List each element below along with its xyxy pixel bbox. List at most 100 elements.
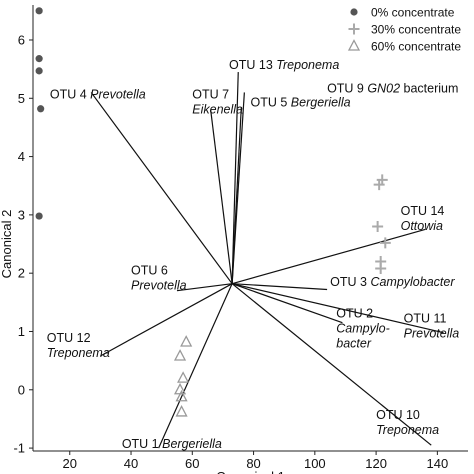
otu-vector-line: [231, 283, 343, 324]
otu-vector-line: [158, 283, 233, 449]
otu-id: OTU 3: [330, 275, 370, 289]
otu-label-line: OTU 4 Prevotella: [50, 87, 146, 101]
otu-genus: bacter: [336, 336, 372, 350]
otu-genus: Campylo-: [336, 321, 390, 335]
x-axis-title: Canonical 1: [216, 469, 285, 474]
otu-vector-line: [231, 72, 239, 284]
otu-label-line: OTU 5 Bergeriella: [251, 95, 351, 109]
y-axis-title: Canonical 2: [0, 210, 14, 279]
otu-id: OTU 11: [404, 312, 447, 326]
otu-label-line: Campylo-: [336, 321, 390, 335]
data-point-triangle: [177, 371, 190, 383]
otu-id: OTU 9: [327, 81, 367, 95]
otu-id: OTU 1: [122, 437, 162, 451]
vector-labels: OTU 4 Prevotella OTU 7 Eikenella OTU 13 Tre…: [47, 58, 460, 451]
otu-genus: Treponema: [376, 423, 439, 437]
otu-vectors: [90, 72, 444, 449]
data-point-plus: [379, 237, 391, 249]
otu-vector-line: [231, 228, 426, 285]
data-point-triangle: [173, 349, 187, 361]
y-tick-label: 5: [18, 91, 25, 106]
otu-label-line: OTU 3 Campylobacter: [330, 275, 455, 289]
data-point-triangle: [180, 335, 193, 347]
otu-label: OTU 6 Prevotella: [131, 263, 187, 292]
otu-id: OTU 14: [401, 204, 445, 218]
y-tick-label: 0: [18, 382, 25, 397]
otu-vector-line: [90, 92, 233, 285]
otu-genus: Campylobacter: [370, 275, 455, 289]
otu-genus: Prevotella: [90, 87, 146, 101]
otu-id: OTU 6: [131, 263, 168, 277]
otu-label-line: OTU 1 Bergeriella: [122, 437, 222, 451]
otu-id: OTU 7: [192, 87, 229, 101]
data-point-circle: [35, 67, 43, 75]
otu-id: OTU 2: [336, 306, 373, 320]
otu-label: OTU 1 Bergeriella: [122, 437, 222, 451]
otu-label: OTU 4 Prevotella: [50, 87, 146, 101]
x-tick-label: 80: [246, 456, 260, 471]
otu-label-line: OTU 9 GN02 bacterium: [327, 81, 458, 95]
data-point-circle: [37, 105, 45, 113]
otu-label-line: bacter: [336, 336, 372, 350]
x-tick-label: 100: [304, 456, 326, 471]
otu-label-line: OTU 11: [404, 312, 447, 326]
otu-id: OTU 4: [50, 87, 90, 101]
otu-label: OTU 12 Treponema: [47, 331, 110, 360]
otu-vector-line: [100, 283, 233, 357]
otu-label-line: Treponema: [376, 423, 439, 437]
otu-genus: Treponema: [276, 58, 339, 72]
otu-label-line: OTU 7: [192, 87, 229, 101]
axes: -1 0 1 2 3 4 5 6 20 40 60 80 100 120 140 Canonical 1 Can…: [0, 5, 468, 474]
otu-genus: Prevotella: [131, 278, 187, 292]
otu-genus: Ottowia: [401, 219, 443, 233]
otu-id: OTU 5: [251, 95, 291, 109]
data-point-circle: [35, 55, 43, 63]
otu-vector-line: [232, 283, 328, 291]
otu-id: OTU 12: [47, 331, 91, 345]
otu-label: OTU 14 Ottowia: [401, 204, 445, 233]
data-point-triangle: [347, 39, 361, 51]
otu-label: OTU 9 GN02 bacterium: [327, 81, 458, 95]
otu-label-line: OTU 12: [47, 331, 91, 345]
x-tick-label: 120: [365, 456, 387, 471]
otu-vector-line: [231, 92, 245, 284]
otu-label: OTU 10 Treponema: [376, 408, 439, 437]
y-tick-label: 6: [18, 32, 25, 47]
otu-vector-line: [231, 283, 432, 446]
otu-label: OTU 11 Prevotella: [404, 312, 460, 341]
otu-genus: Bergeriella: [162, 437, 222, 451]
legend-entry-label: 60% concentrate: [371, 40, 461, 54]
legend: 0% concentrate 30% concentrate 60% concent…: [347, 6, 461, 54]
x-tick-label: 60: [185, 456, 199, 471]
otu-label: OTU 5 Bergeriella: [251, 95, 351, 109]
otu-id: bacterium: [400, 81, 458, 95]
otu-label-line: Prevotella: [404, 327, 460, 341]
x-tick-label: 140: [427, 456, 449, 471]
data-points: [35, 7, 391, 417]
otu-label: OTU 13 Treponema: [229, 58, 339, 72]
data-point-triangle: [175, 405, 188, 417]
otu-id: OTU 10: [376, 408, 420, 422]
y-tick-label: -1: [13, 441, 25, 456]
x-tick-label: 40: [124, 456, 138, 471]
otu-genus: Treponema: [47, 346, 110, 360]
otu-label-line: OTU 10: [376, 408, 420, 422]
otu-genus: Eikenella: [192, 102, 243, 116]
otu-id: OTU 13: [229, 58, 276, 72]
otu-genus: GN02: [367, 81, 400, 95]
data-point-circle: [350, 8, 358, 16]
otu-label-line: OTU 14: [401, 204, 445, 218]
data-point-plus: [372, 221, 384, 233]
data-point-plus: [375, 263, 387, 275]
otu-label: OTU 7 Eikenella: [192, 87, 243, 116]
data-point-circle: [35, 7, 43, 15]
otu-vector-line: [176, 283, 233, 292]
otu-genus: Bergeriella: [291, 95, 351, 109]
x-tick-label: 20: [63, 456, 77, 471]
otu-label-line: Treponema: [47, 346, 110, 360]
otu-label-line: Eikenella: [192, 102, 243, 116]
otu-label-line: Prevotella: [131, 278, 187, 292]
otu-label: OTU 2 Campylo-bacter: [336, 306, 390, 350]
otu-label: OTU 3 Campylobacter: [330, 275, 455, 289]
